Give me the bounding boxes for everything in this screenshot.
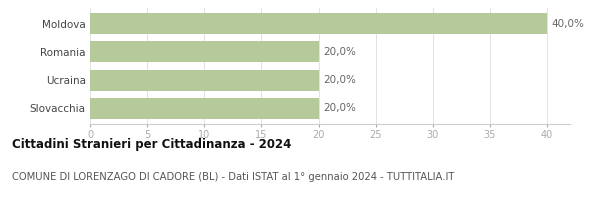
Text: 40,0%: 40,0% [552,19,584,29]
Bar [90,13,547,34]
Text: 20,0%: 20,0% [323,103,356,113]
Bar [90,70,319,91]
Text: 20,0%: 20,0% [323,75,356,85]
Bar [90,98,319,119]
Text: 20,0%: 20,0% [323,47,356,57]
Text: Cittadini Stranieri per Cittadinanza - 2024: Cittadini Stranieri per Cittadinanza - 2… [12,138,292,151]
Text: COMUNE DI LORENZAGO DI CADORE (BL) - Dati ISTAT al 1° gennaio 2024 - TUTTITALIA.: COMUNE DI LORENZAGO DI CADORE (BL) - Dat… [12,172,454,182]
Bar [90,41,319,62]
